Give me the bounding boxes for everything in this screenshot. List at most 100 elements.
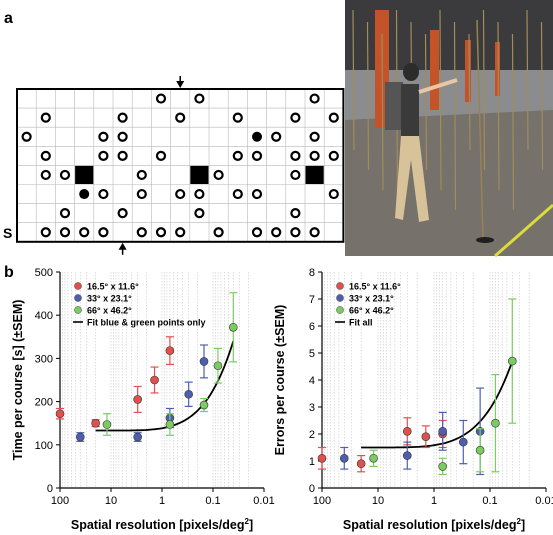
y-axis-label: Time per course [s] (±SEM): [11, 300, 25, 461]
maze-pole-circle: [98, 188, 109, 200]
chart-errors-per-course: 0 1 2 3 4 5 6 7 8 100 10 1 0.1 0.01 Spatial resolution…: [273, 267, 553, 532]
photo-pole: [497, 21, 500, 191]
maze-pole-circle: [98, 131, 109, 142]
photo-person-torso: [401, 84, 419, 136]
data-point: [475, 445, 485, 455]
maze-pole-circle: [155, 150, 167, 161]
data-point: [507, 356, 517, 366]
x-tick-label: 0.01: [535, 495, 553, 507]
maze-pole-circle: [21, 131, 32, 142]
data-point: [91, 418, 100, 428]
data-point: [133, 432, 142, 442]
maze-pole-circle: [175, 188, 186, 200]
photo-floor-tape: [494, 203, 553, 258]
legend-label: 66° x 46.2°: [349, 306, 394, 316]
photo-backpack: [385, 82, 403, 130]
data-point: [458, 437, 468, 447]
photo-pole: [424, 33, 428, 171]
maze-filled-circle: [252, 131, 262, 142]
y-tick-label: 1: [309, 456, 315, 468]
maze-pole-circle: [213, 169, 224, 181]
data-point: [421, 432, 431, 442]
maze-pole-circle: [251, 150, 263, 161]
maze-pole-circle: [290, 208, 301, 219]
maze-pole-circle: [213, 227, 224, 238]
photo-pole: [540, 21, 544, 171]
y-tick-label: 0: [309, 483, 315, 495]
maze-pole-circle: [194, 188, 205, 200]
fit-curve: [95, 340, 235, 432]
maze-pole-circle: [155, 227, 167, 238]
y-tick-label: 5: [309, 348, 315, 360]
maze-pole-circle: [271, 131, 282, 142]
x-axis-label: Spatial resolution [pixels/deg2]: [71, 517, 253, 532]
legend-label: 33° x 23.1°: [87, 294, 132, 304]
data-point: [356, 459, 366, 469]
y-axis-label: Errors per course (±SEM): [273, 305, 287, 456]
legend-fit-label: Fit all: [349, 318, 373, 328]
data-point: [402, 426, 412, 436]
y-tick-label: 3: [309, 402, 315, 414]
data-point: [150, 375, 159, 385]
photo-pole: [526, 9, 529, 151]
data-point: [491, 418, 500, 428]
maze-pole-circle: [117, 208, 128, 219]
data-point: [55, 409, 65, 418]
maze-pole-circle: [309, 131, 320, 142]
photo-pole-base: [476, 237, 494, 243]
legend-marker: [74, 282, 82, 290]
maze-pole-circle: [98, 150, 109, 161]
maze-pole-circle: [309, 227, 320, 238]
y-tick-label: 200: [35, 397, 53, 409]
maze-pole-circle: [40, 150, 51, 161]
data-point: [438, 462, 447, 471]
legend-marker: [336, 294, 344, 302]
maze-pole-circle: [117, 150, 128, 161]
maze-diagram: SE: [3, 76, 358, 255]
maze-pole-circle: [59, 169, 71, 181]
maze-pole-circle: [40, 227, 51, 238]
maze-border: [16, 88, 345, 243]
x-tick-label: 0.1: [482, 495, 497, 507]
maze-pole-circle: [59, 227, 71, 238]
maze-pole-circle: [40, 112, 51, 123]
photo-person-legs: [395, 136, 429, 222]
x-axis-label: Spatial resolution [pixels/deg2]: [343, 517, 525, 532]
maze-pole-circle: [136, 227, 147, 238]
y-tick-label: 7: [309, 294, 315, 306]
maze-pole-circle: [328, 150, 339, 161]
maze-filled-circle: [79, 189, 90, 200]
legend-marker: [336, 282, 344, 290]
legend-label: 16.5° x 11.6°: [349, 282, 401, 292]
legend-fit-label: Fit blue & green points only: [87, 318, 206, 328]
photo-person-arm: [418, 78, 458, 94]
maze-pole-circle: [194, 93, 205, 104]
photo-person-walking: [345, 0, 553, 258]
y-tick-label: 400: [35, 310, 53, 322]
photo-pole: [482, 9, 486, 171]
data-point: [75, 432, 85, 442]
photo-pillar: [495, 42, 500, 96]
y-tick-label: 300: [35, 353, 53, 365]
photo-pillar: [465, 40, 471, 102]
data-point: [165, 420, 175, 429]
maze-obstacle-square: [305, 165, 324, 184]
maze-pole-circle: [175, 112, 186, 123]
x-tick-label: 0.1: [205, 495, 220, 507]
x-tick-label: 1: [159, 495, 165, 507]
photo-cane-pole: [476, 19, 484, 239]
maze-pole-circle: [194, 208, 205, 219]
photo-person-head: [403, 63, 419, 81]
legend-label: 33° x 23.1°: [349, 294, 394, 304]
photo-pole: [453, 21, 457, 211]
maze-pole-circle: [59, 208, 71, 219]
data-point: [317, 453, 327, 463]
x-tick-label: 1: [431, 495, 437, 507]
panel-label-b: b: [4, 264, 14, 281]
maze-end-arrowhead: [176, 81, 185, 88]
y-tick-label: 0: [47, 483, 53, 495]
data-point: [369, 453, 378, 463]
photo-pole: [511, 33, 515, 211]
x-tick-label: 10: [372, 495, 384, 507]
